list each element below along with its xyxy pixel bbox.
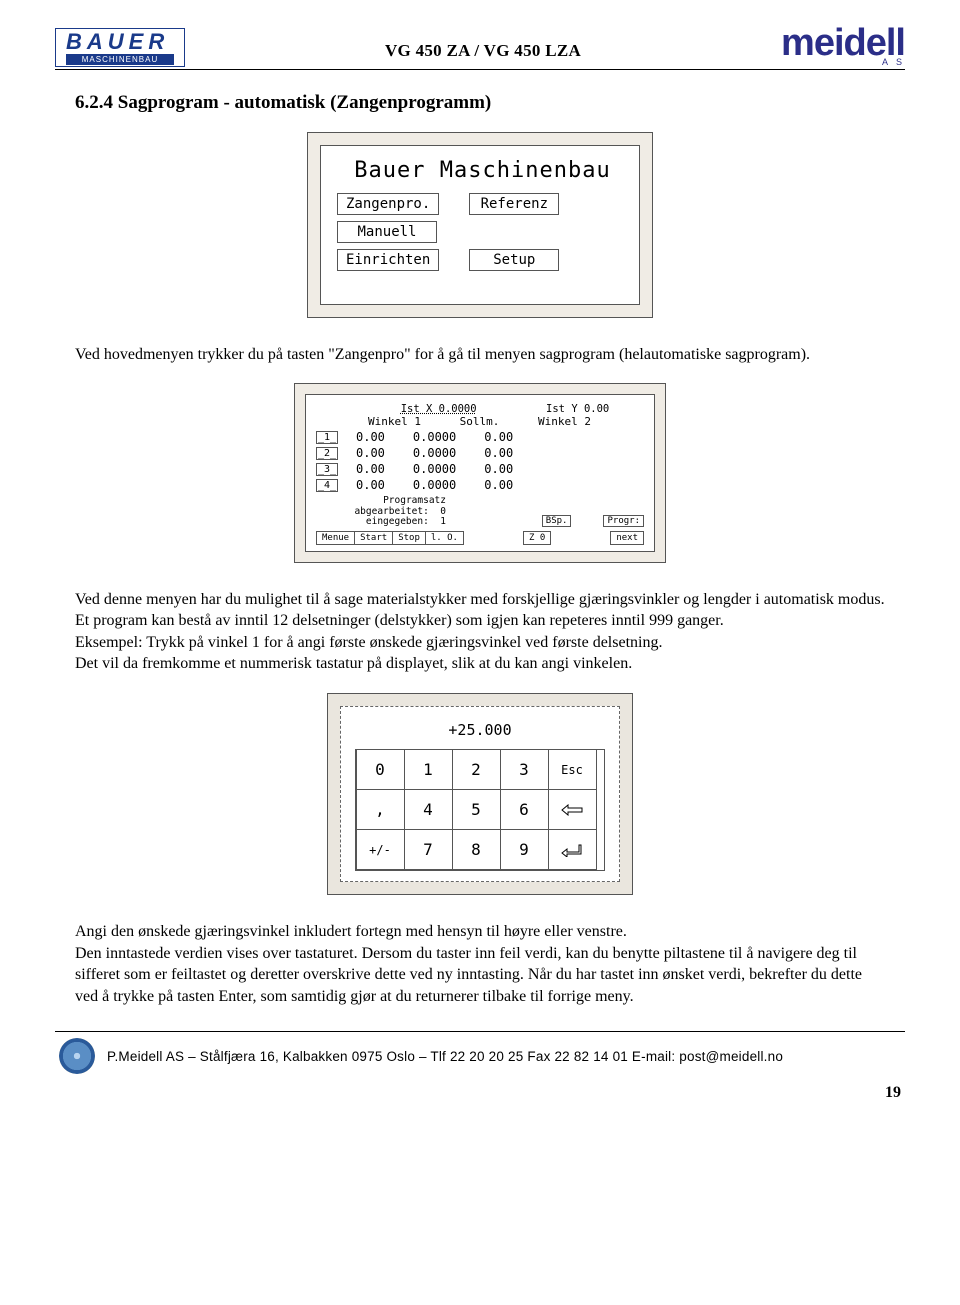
footer-separator — [55, 1031, 905, 1032]
key-3: 3 — [500, 749, 549, 790]
fig1-title: Bauer Maschinenbau — [337, 158, 623, 183]
fig2-rownum-3: _3_ — [316, 463, 338, 476]
fig2-r2c2: 0.0000 — [413, 446, 456, 460]
key-2: 2 — [452, 749, 501, 790]
key-8: 8 — [452, 829, 501, 870]
paragraph-4: Eksempel: Trykk på vinkel 1 for å angi f… — [75, 634, 662, 651]
fig2-r1c2: 0.0000 — [413, 430, 456, 444]
fig2-istx: Ist X 0.0000 — [381, 403, 477, 415]
key-6: 6 — [500, 789, 549, 830]
key-comma: , — [356, 789, 405, 830]
fig2-einge-label: eingegeben: — [366, 516, 429, 527]
key-enter — [548, 829, 597, 870]
fig2-r3c1: 0.00 — [356, 462, 385, 476]
figure-keypad: +25.000 0 1 2 3 Esc , 4 5 6 — [327, 693, 633, 895]
fig2-abge-label: abgearbeitet: — [354, 506, 428, 517]
key-backspace — [548, 789, 597, 830]
fig2-einge-val: 1 — [440, 516, 446, 527]
paragraph-7: Den inntastede verdien vises over tastat… — [75, 945, 862, 1005]
key-0: 0 — [356, 749, 405, 790]
fig1-btn-einrichten: Einrichten — [337, 249, 439, 271]
fig2-r4c2: 0.0000 — [413, 478, 456, 492]
fig2-btn-menue: Menue — [316, 531, 355, 545]
keypad-display: +25.000 — [355, 717, 605, 749]
fig2-rownum-1: _1_ — [316, 431, 338, 444]
fig2-col-sollm: Sollm. — [437, 415, 522, 428]
fig2-btn-start: Start — [355, 531, 393, 545]
logo-bauer-sub: MASCHINENBAU — [66, 54, 174, 65]
backspace-icon — [560, 804, 584, 816]
paragraph-2: Ved denne menyen har du mulighet til å s… — [75, 591, 885, 608]
page-header: BAUER MASCHINENBAU VG 450 ZA / VG 450 LZ… — [55, 25, 905, 70]
logo-meidell: meidell A S — [781, 25, 905, 67]
fig1-btn-setup: Setup — [469, 249, 559, 271]
fig2-isty: Ist Y 0.00 — [546, 403, 609, 415]
logo-bauer: BAUER MASCHINENBAU — [55, 28, 185, 67]
fig2-r1c1: 0.00 — [356, 430, 385, 444]
key-7: 7 — [404, 829, 453, 870]
fig2-r3c3: 0.00 — [484, 462, 513, 476]
fig1-btn-referenz: Referenz — [469, 193, 559, 215]
section-heading: 6.2.4 Sagprogram - automatisk (Zangenpro… — [75, 92, 885, 114]
fig2-btn-z0: Z 0 — [523, 531, 551, 545]
paragraph-6: Angi den ønskede gjæringsvinkel inkluder… — [75, 923, 627, 940]
fig2-r2c1: 0.00 — [356, 446, 385, 460]
key-4: 4 — [404, 789, 453, 830]
header-title: VG 450 ZA / VG 450 LZA — [385, 41, 581, 67]
fig2-r1c3: 0.00 — [484, 430, 513, 444]
paragraph-3: Et program kan bestå av inntil 12 delset… — [75, 612, 724, 629]
fig2-abge-val: 0 — [440, 506, 446, 517]
fig2-progr: Progr: — [603, 515, 644, 527]
page-number: 19 — [55, 1084, 905, 1102]
fig2-rownum-4: _4_ — [316, 479, 338, 492]
figure-main-menu: Bauer Maschinenbau Zangenpro. Referenz M… — [307, 132, 653, 318]
fig2-col-winkel1: Winkel 1 — [352, 415, 437, 428]
key-9: 9 — [500, 829, 549, 870]
fig2-r2c3: 0.00 — [484, 446, 513, 460]
fig1-btn-zangenpro: Zangenpro. — [337, 193, 439, 215]
fig2-rownum-2: _2_ — [316, 447, 338, 460]
enter-icon — [560, 843, 584, 857]
fig1-btn-manuell: Manuell — [337, 221, 437, 243]
key-plusminus: +/- — [356, 829, 405, 870]
fig2-r4c3: 0.00 — [484, 478, 513, 492]
logo-bauer-text: BAUER — [66, 32, 174, 52]
paragraph-5: Det vil da fremkomme et nummerisk tastat… — [75, 655, 632, 672]
fig2-r4c1: 0.00 — [356, 478, 385, 492]
fig2-btn-next: next — [610, 531, 644, 545]
fig2-col-winkel2: Winkel 2 — [522, 415, 607, 428]
logo-meidell-text: meidell — [781, 25, 905, 61]
fig2-btn-stop: Stop — [393, 531, 426, 545]
key-1: 1 — [404, 749, 453, 790]
key-5: 5 — [452, 789, 501, 830]
page-footer: P.Meidell AS – Stålfjæra 16, Kalbakken 0… — [55, 1038, 905, 1074]
fig2-r3c2: 0.0000 — [413, 462, 456, 476]
footer-badge-icon — [59, 1038, 95, 1074]
key-esc: Esc — [548, 749, 597, 790]
footer-text: P.Meidell AS – Stålfjæra 16, Kalbakken 0… — [107, 1049, 783, 1064]
fig2-btn-lo: l. O. — [426, 531, 464, 545]
paragraph-1: Ved hovedmenyen trykker du på tasten "Za… — [75, 344, 885, 366]
fig2-bsp: BSp. — [542, 515, 572, 527]
figure-program-table: Ist X 0.0000 Ist Y 0.00 Winkel 1 Sollm. … — [294, 383, 666, 562]
